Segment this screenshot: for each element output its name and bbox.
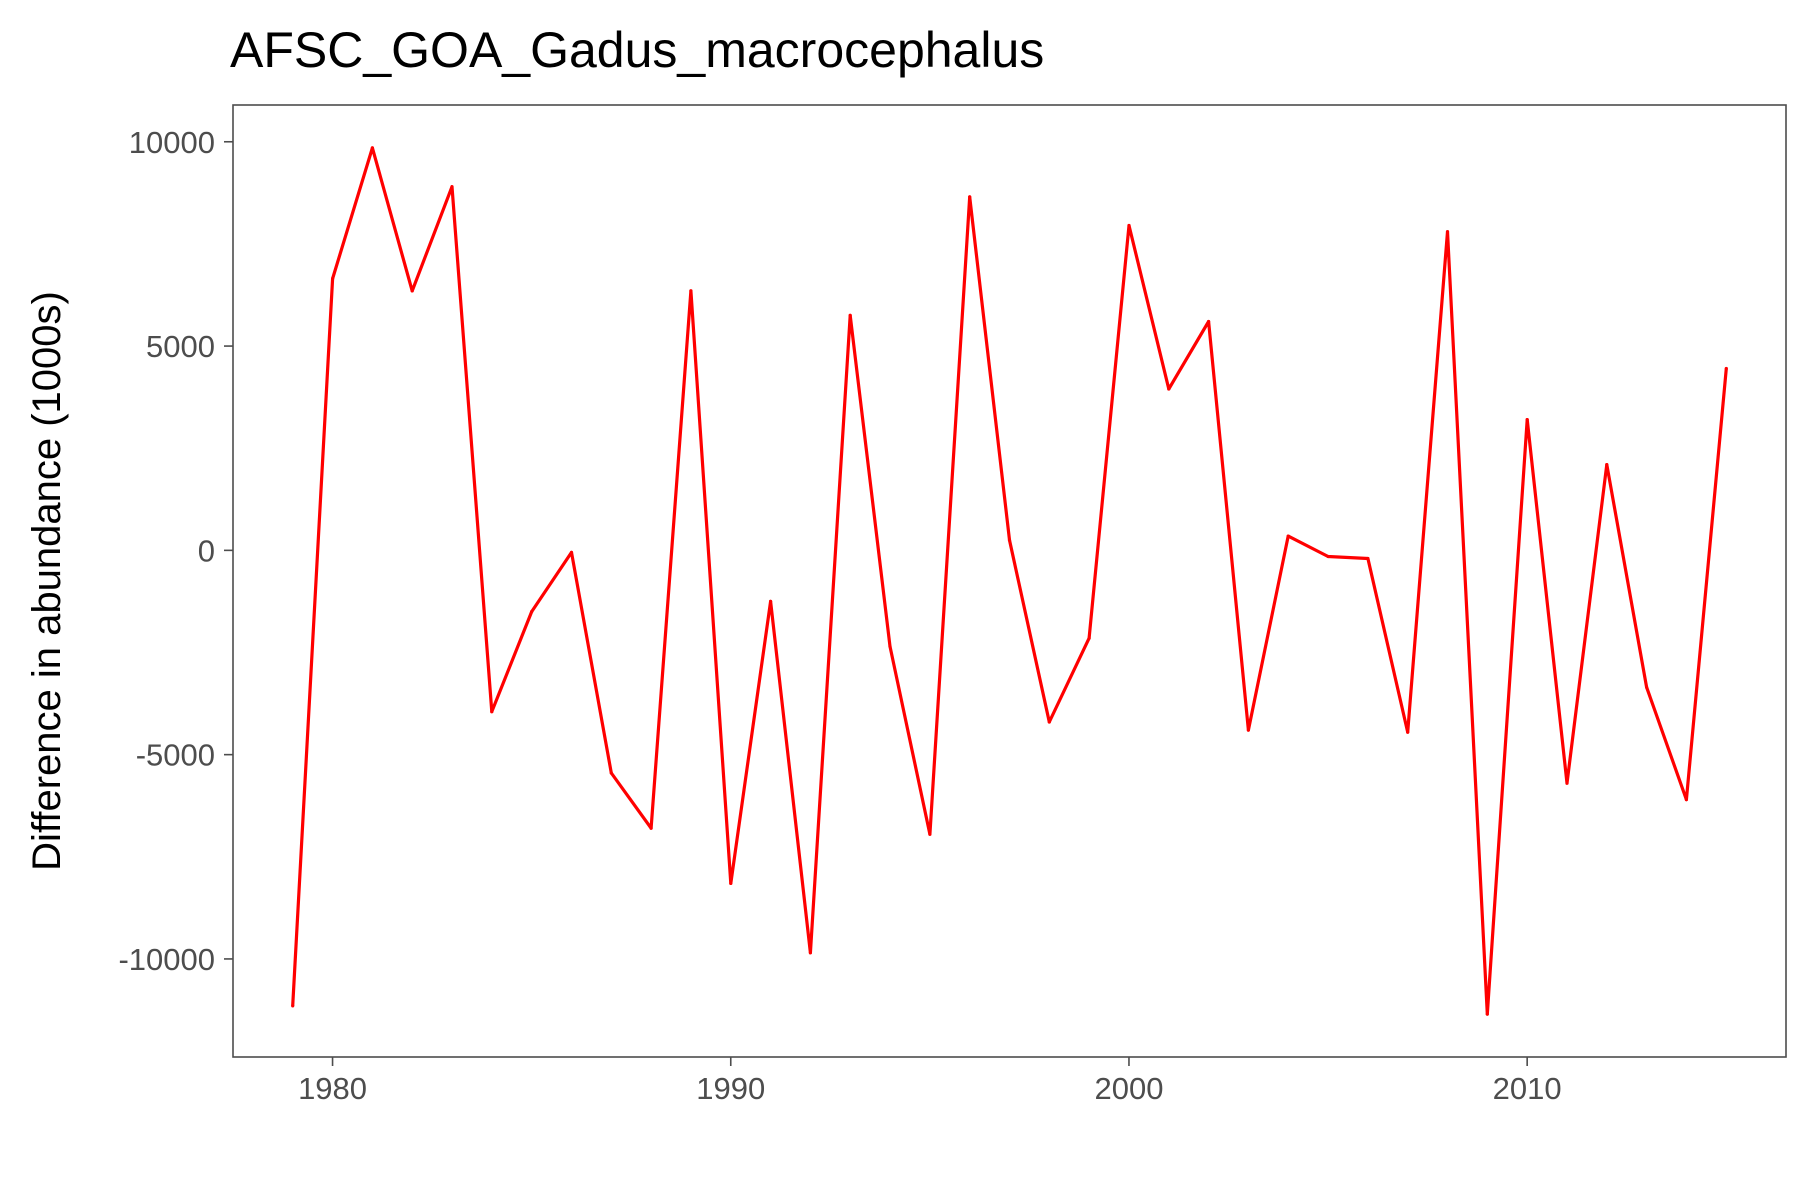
plot-panel xyxy=(232,104,1787,1058)
data-point xyxy=(1047,720,1051,724)
data-point xyxy=(410,289,414,293)
data-point xyxy=(1724,366,1728,371)
data-point xyxy=(291,1004,295,1008)
y-tick-label: -5000 xyxy=(136,738,215,773)
chart-title: AFSC_GOA_Gadus_macrocephalus xyxy=(230,22,1044,78)
data-point xyxy=(1445,230,1450,234)
data-point xyxy=(729,881,733,886)
data-point xyxy=(1525,418,1529,422)
data-point xyxy=(1207,319,1211,324)
data-point xyxy=(1684,798,1688,802)
data-point xyxy=(1326,554,1330,559)
data-point xyxy=(1406,730,1410,734)
x-tick-label: 1990 xyxy=(696,1071,765,1106)
data-point xyxy=(490,710,494,714)
data-point xyxy=(569,550,574,555)
x-tick-label: 1980 xyxy=(298,1071,367,1106)
data-point xyxy=(769,599,773,604)
data-point xyxy=(1087,636,1091,640)
data-point xyxy=(968,195,972,199)
y-axis: 10000 5000 0 -5000 -10000 xyxy=(118,125,233,977)
data-point xyxy=(331,277,335,281)
data-point xyxy=(1007,538,1012,542)
data-point xyxy=(1605,463,1609,467)
data-point xyxy=(1286,534,1290,538)
data-point xyxy=(450,185,454,189)
data-point xyxy=(928,832,932,836)
data-points xyxy=(291,146,1728,1016)
data-point xyxy=(530,610,534,614)
data-point xyxy=(1485,1012,1489,1016)
data-point xyxy=(848,313,852,317)
y-tick-label: 10000 xyxy=(129,125,215,160)
data-point xyxy=(1167,387,1171,391)
data-point xyxy=(370,146,374,150)
data-point xyxy=(1565,781,1569,785)
data-point xyxy=(1127,223,1131,228)
data-point xyxy=(888,644,892,649)
data-point xyxy=(609,771,613,775)
y-tick-label: 5000 xyxy=(146,329,215,364)
data-point xyxy=(649,826,653,830)
data-point xyxy=(808,951,813,955)
x-axis: 1980 1990 2000 2010 xyxy=(298,1057,1562,1106)
x-tick-label: 2000 xyxy=(1094,1071,1163,1106)
data-point xyxy=(1645,685,1649,689)
y-tick-label: 0 xyxy=(198,533,215,568)
y-tick-label: -10000 xyxy=(118,942,215,977)
y-axis-title: Difference in abundance (1000s) xyxy=(25,291,69,871)
data-point xyxy=(1366,556,1370,561)
data-point xyxy=(1246,728,1250,732)
data-point xyxy=(689,289,693,293)
x-tick-label: 2010 xyxy=(1493,1071,1562,1106)
